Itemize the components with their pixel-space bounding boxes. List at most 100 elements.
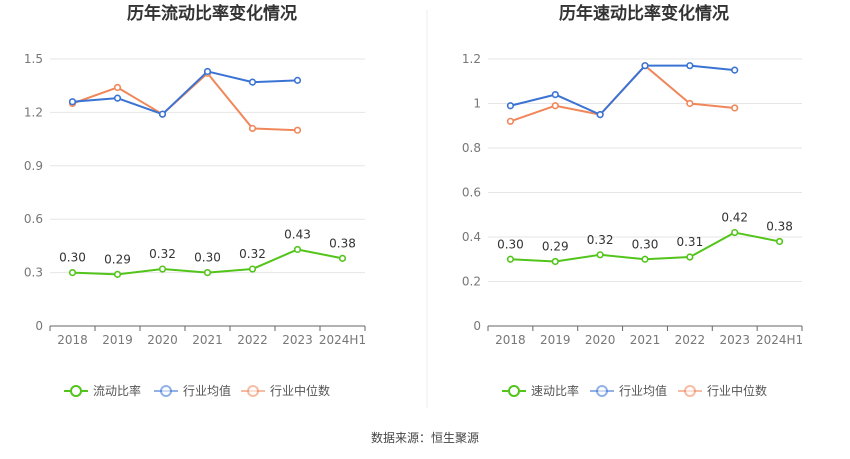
x-tick-label: 2024H1 — [756, 333, 803, 347]
data-point[interactable] — [248, 124, 257, 133]
data-point[interactable] — [248, 265, 257, 273]
data-point[interactable] — [641, 255, 649, 263]
y-tick-label: 0.4 — [462, 230, 481, 244]
y-tick-label: 0.8 — [462, 141, 481, 155]
legend-label: 流动比率 — [93, 383, 141, 398]
x-tick-label: 2021 — [630, 333, 661, 347]
data-point[interactable] — [158, 265, 167, 273]
x-tick-label: 2018 — [495, 333, 526, 347]
x-tick-label: 2019 — [102, 333, 133, 347]
data-source-note: 数据来源：恒生聚源 — [370, 431, 479, 445]
current-ratio-panel: 历年流动比率变化情况 0 0.3 0.6 0.9 1.2 1.5 2018 2019 2020 20… — [24, 3, 366, 398]
data-point[interactable] — [293, 126, 302, 134]
x-tick-label: 2018 — [57, 333, 88, 347]
legend-label: 行业中位数 — [270, 383, 330, 398]
data-point[interactable] — [113, 270, 122, 278]
legend-label: 行业均值 — [619, 383, 667, 398]
legend-label: 行业中位数 — [707, 383, 767, 398]
data-point[interactable] — [506, 102, 515, 110]
series-line — [510, 64, 735, 116]
x-tick-label: 2019 — [540, 333, 571, 347]
legend-label: 行业均值 — [183, 383, 231, 398]
data-point[interactable] — [731, 228, 739, 237]
data-label: 0.38 — [329, 236, 356, 250]
x-tick-label: 2023 — [719, 333, 750, 347]
data-label: 0.30 — [59, 251, 86, 265]
data-point[interactable] — [203, 269, 212, 277]
data-label: 0.29 — [104, 252, 131, 266]
data-point[interactable] — [113, 94, 122, 102]
series-line — [72, 70, 298, 116]
series-line — [510, 64, 735, 123]
data-point[interactable] — [596, 111, 604, 119]
legend-item[interactable]: 行业中位数 — [678, 383, 767, 398]
y-tick-label: 0.6 — [462, 186, 481, 200]
data-label: 0.30 — [632, 237, 659, 251]
y-tick-label: 1.2 — [462, 52, 481, 66]
data-point[interactable] — [338, 254, 347, 262]
legend-item[interactable]: 流动比率 — [64, 383, 141, 398]
x-tick-label: 2021 — [192, 333, 223, 347]
x-tick-label: 2024H1 — [319, 333, 366, 347]
data-point[interactable] — [158, 110, 167, 118]
data-label: 0.32 — [587, 233, 614, 247]
legend-marker-icon — [508, 385, 520, 397]
data-point[interactable] — [551, 257, 559, 266]
legend-label: 速动比率 — [531, 383, 579, 398]
y-tick-label: 0.6 — [24, 212, 43, 226]
chart-title: 历年速动比率变化情况 — [559, 3, 729, 24]
data-label: 0.42 — [721, 211, 748, 225]
data-label: 0.32 — [149, 247, 176, 261]
legend-item[interactable]: 行业均值 — [590, 383, 667, 398]
x-tick-label: 2020 — [147, 333, 178, 347]
data-point[interactable] — [686, 253, 694, 261]
data-point[interactable] — [293, 76, 302, 84]
data-label: 0.32 — [239, 247, 266, 261]
data-label: 0.30 — [194, 251, 221, 265]
y-tick-label: 1.2 — [24, 105, 43, 119]
legend-marker-icon — [160, 385, 172, 397]
data-point[interactable] — [203, 67, 212, 76]
data-point[interactable] — [686, 62, 694, 70]
x-tick-label: 2020 — [585, 333, 616, 347]
legend-marker-icon — [684, 385, 696, 397]
data-point[interactable] — [113, 83, 122, 92]
y-tick-label: 0 — [473, 319, 481, 333]
data-point[interactable] — [506, 255, 515, 263]
y-tick-label: 0.9 — [24, 159, 43, 173]
data-point[interactable] — [551, 102, 559, 110]
data-point[interactable] — [506, 117, 515, 125]
data-point[interactable] — [293, 245, 302, 254]
data-point[interactable] — [731, 66, 739, 74]
legend-marker-icon — [247, 385, 259, 397]
y-tick-label: 0.2 — [462, 275, 481, 289]
legend-marker-icon — [596, 385, 608, 397]
x-tick-label: 2023 — [282, 333, 313, 347]
data-point[interactable] — [68, 98, 77, 106]
legend-item[interactable]: 行业中位数 — [241, 383, 330, 398]
data-label: 0.43 — [284, 227, 311, 241]
data-label: 0.29 — [542, 239, 569, 253]
data-point[interactable] — [686, 99, 694, 108]
x-tick-label: 2022 — [675, 333, 706, 347]
quick-ratio-panel: 历年速动比率变化情况 0 0.2 0.4 0.6 0.8 1 1.2 2018 2019 2020 2… — [462, 3, 803, 398]
data-point[interactable] — [551, 90, 559, 99]
chart-title: 历年流动比率变化情况 — [127, 3, 297, 24]
y-tick-label: 0.3 — [24, 266, 43, 280]
data-label: 0.31 — [676, 235, 703, 249]
data-point[interactable] — [248, 78, 257, 86]
y-tick-label: 0 — [35, 319, 43, 333]
data-point[interactable] — [596, 251, 604, 259]
x-tick-label: 2022 — [237, 333, 268, 347]
data-point[interactable] — [641, 62, 649, 70]
data-point[interactable] — [68, 269, 77, 277]
legend-item[interactable]: 行业均值 — [154, 383, 231, 398]
data-point[interactable] — [775, 237, 784, 246]
legend-item[interactable]: 速动比率 — [502, 383, 579, 398]
legend-marker-icon — [70, 385, 82, 397]
y-tick-label: 1 — [473, 97, 481, 111]
y-tick-label: 1.5 — [24, 52, 43, 66]
data-label: 0.30 — [497, 237, 524, 251]
data-point[interactable] — [731, 104, 739, 112]
